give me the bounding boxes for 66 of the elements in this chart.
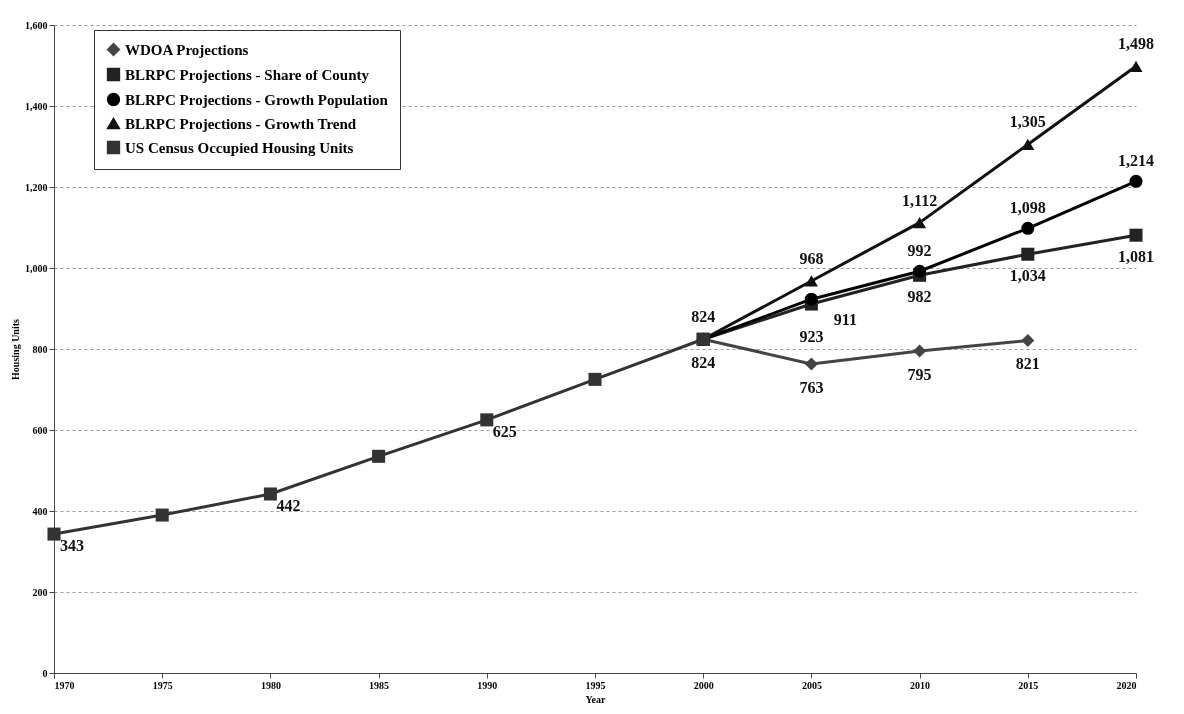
point [1129, 174, 1143, 188]
x-tick-label: 2010 [910, 679, 931, 691]
x-tick-label: 1995 [585, 679, 606, 691]
x-tick-label: 1970 [54, 679, 75, 691]
point [1021, 247, 1035, 261]
point [804, 292, 818, 306]
x-tick-label: 2000 [693, 679, 714, 691]
x-tick-label: 2020 [1116, 679, 1137, 691]
data-label: 1,098 [1009, 199, 1046, 217]
x-tick-label: 2005 [801, 679, 822, 691]
point [47, 527, 61, 541]
y-tick-label: 400 [32, 505, 48, 517]
y-tick-label: 1,000 [25, 262, 48, 274]
data-label: 625 [492, 422, 517, 440]
y-tick-label: 200 [32, 586, 48, 598]
data-label: 795 [907, 366, 932, 384]
data-label: 442 [276, 496, 301, 514]
data-label: 821 [1015, 355, 1040, 373]
x-tick-label: 1980 [260, 679, 281, 691]
point [1021, 221, 1035, 235]
data-label: 982 [907, 288, 932, 306]
legend-label: WDOA Projections [125, 41, 249, 58]
y-tick-label: 800 [32, 343, 48, 355]
data-label: 343 [60, 537, 84, 555]
legend-label: BLRPC Projections - Growth Trend [125, 115, 357, 132]
point [913, 344, 927, 358]
data-label: 911 [833, 311, 857, 329]
x-tick-label: 2015 [1018, 679, 1039, 691]
x-tick-label: 1990 [477, 679, 498, 691]
x-tick-label: 1975 [152, 679, 173, 691]
point [263, 487, 277, 501]
y-tick-label: 1,400 [25, 100, 48, 112]
data-label: 968 [799, 249, 824, 267]
legend-label: BLRPC Projections - Growth Population [125, 91, 389, 108]
point [588, 372, 602, 386]
legend-label: US Census Occupied Housing Units [125, 139, 354, 156]
data-label: 824 [691, 354, 716, 372]
legend-label: BLRPC Projections - Share of County [125, 66, 370, 83]
point [1129, 60, 1143, 72]
data-label: 992 [907, 242, 932, 260]
x-tick-label: 1985 [369, 679, 390, 691]
y-tick-label: 1,200 [25, 181, 48, 193]
data-label: 1,081 [1118, 248, 1154, 266]
point [1021, 138, 1035, 151]
point [913, 216, 927, 229]
point [1021, 333, 1035, 348]
y-axis-title: Housing Units [10, 318, 21, 380]
data-label: 824 [691, 308, 716, 326]
data-label: 1,112 [902, 191, 938, 209]
data-label: 1,305 [1009, 113, 1046, 131]
y-tick-label: 1,600 [25, 19, 48, 31]
point [913, 264, 927, 278]
data-label: 763 [799, 378, 824, 396]
y-tick-label: 600 [32, 424, 48, 436]
point [1129, 228, 1143, 242]
x-axis-title: Year [585, 693, 607, 705]
point [372, 449, 386, 463]
point [804, 357, 818, 371]
point [155, 508, 169, 522]
point [804, 275, 818, 287]
data-label: 1,034 [1009, 267, 1046, 285]
y-tick-label: 0 [42, 667, 48, 679]
data-label: 1,214 [1118, 152, 1154, 170]
point [480, 413, 494, 427]
data-label: 1,498 [1118, 35, 1154, 53]
data-label: 923 [799, 328, 824, 346]
